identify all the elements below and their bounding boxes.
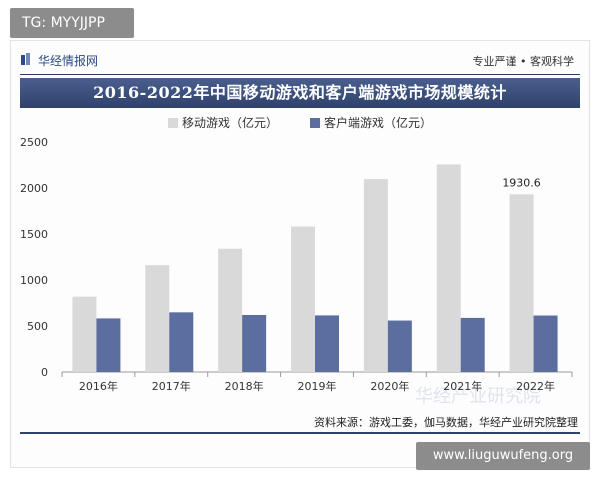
- brand-slogan: 专业严谨 • 客观科学: [472, 55, 574, 68]
- legend-swatch: [310, 118, 320, 128]
- x-tick-label: 2016年: [79, 379, 118, 393]
- y-tick-label: 1500: [20, 228, 48, 241]
- bar-client: [169, 312, 194, 372]
- bar-mobile: [436, 164, 461, 372]
- x-tick-label: 2020年: [370, 379, 409, 393]
- bar-client: [315, 315, 339, 372]
- bar-client: [96, 318, 121, 372]
- source-note: 资料来源：游戏工委，伽马数据，华经产业研究院整理: [314, 416, 578, 429]
- bar-mobile: [291, 226, 315, 372]
- bar-mobile: [145, 265, 170, 372]
- brand-logo-icon: [21, 53, 30, 65]
- x-tick-label: 2017年: [152, 379, 191, 393]
- bar-client: [533, 315, 558, 372]
- watermark-text: 华经产业研究院: [415, 386, 541, 407]
- bar-mobile: [363, 179, 388, 372]
- x-tick-label: 2022年: [516, 379, 555, 393]
- bar-mobile: [72, 296, 97, 372]
- bar-client: [242, 314, 267, 372]
- brand-name: 华经情报网: [38, 54, 99, 68]
- legend-label: 移动游戏（亿元）: [182, 115, 278, 130]
- legend-label: 客户端游戏（亿元）: [324, 115, 432, 130]
- footer-divider: [20, 432, 580, 434]
- bar-mobile: [218, 248, 243, 372]
- y-tick-label: 500: [27, 320, 48, 333]
- x-tick-label: 2018年: [225, 379, 264, 393]
- bar-mobile: [509, 194, 534, 372]
- legend-swatch: [168, 118, 178, 128]
- y-tick-label: 2500: [20, 136, 48, 149]
- brand-header: 华经情报网 专业严谨 • 客观科学: [20, 48, 580, 75]
- y-tick-label: 1000: [20, 274, 48, 287]
- bar-client: [460, 317, 485, 372]
- x-tick-label: 2021年: [443, 379, 482, 393]
- chart-title-bar: 2016-2022年中国移动游戏和客户端游戏市场规模统计: [20, 78, 580, 108]
- bar-client: [387, 320, 412, 372]
- tg-label: TG: MYYJJPP: [10, 8, 134, 38]
- data-label: 1930.6: [502, 176, 541, 189]
- site-url-label: www.liuguwufeng.org: [416, 442, 590, 470]
- x-tick-label: 2019年: [298, 379, 337, 393]
- y-tick-label: 0: [41, 366, 48, 379]
- chart-title: 2016-2022年中国移动游戏和客户端游戏市场规模统计: [93, 83, 507, 102]
- y-tick-label: 2000: [20, 182, 48, 195]
